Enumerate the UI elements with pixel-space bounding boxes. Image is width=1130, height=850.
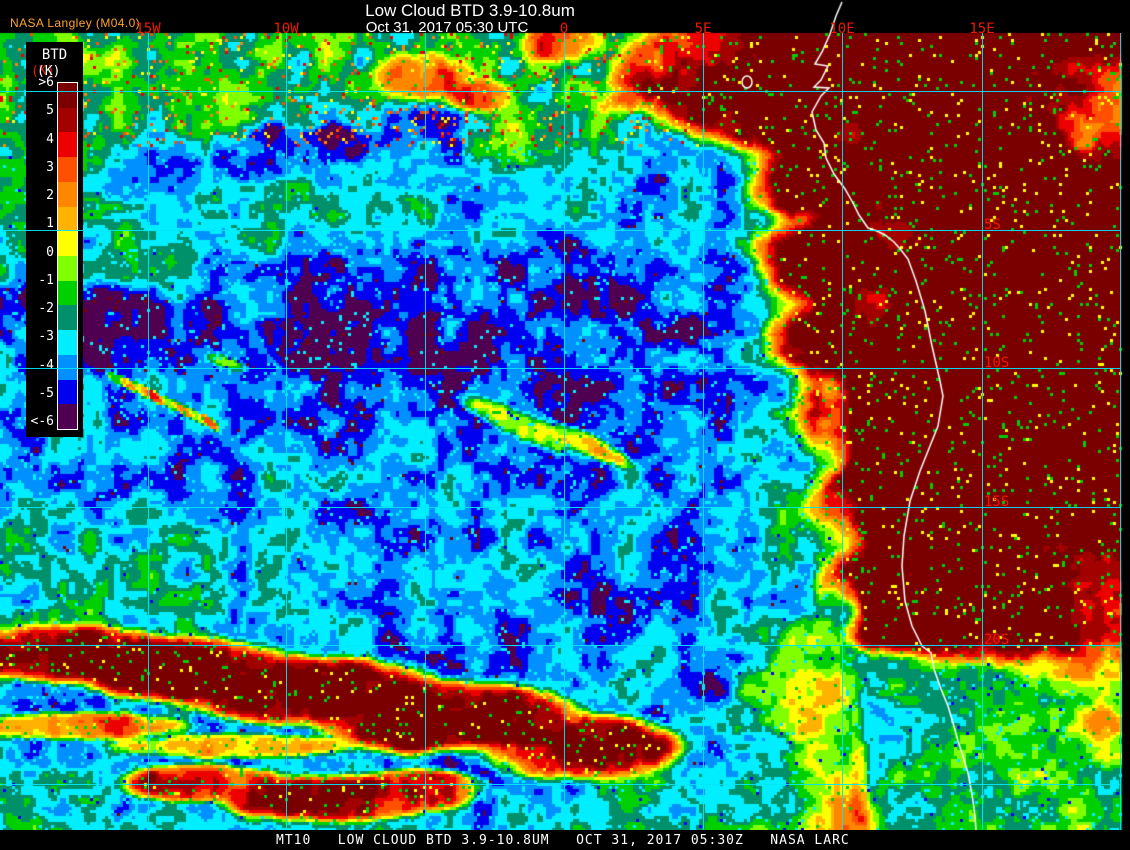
header-band: NASA Langley (M04.0) Low Cloud BTD 3.9-1…	[0, 0, 1130, 36]
colorbar-legend: BTD (K) (K) >6 5 4 3 2 1 0 -1 -2 -3 -4 -5 <-6	[26, 42, 83, 437]
legend-units: (K)	[37, 64, 61, 79]
latitude-label: 5S	[984, 217, 1001, 233]
legend-tick: -1	[38, 272, 54, 288]
longitude-label: 15E	[969, 21, 995, 37]
latitude-label: 10S	[984, 355, 1010, 371]
latitude-gridline	[0, 91, 1121, 92]
legend-swatch	[58, 305, 77, 331]
legend-tick: -2	[38, 301, 54, 316]
longitude-gridline	[703, 33, 704, 830]
latitude-gridline	[0, 507, 1121, 508]
page-title: Low Cloud BTD 3.9-10.8um	[365, 1, 575, 20]
longitude-gridline	[148, 33, 149, 830]
legend-swatch	[58, 231, 77, 257]
legend-swatch	[58, 107, 77, 133]
legend-swatch	[58, 157, 77, 182]
legend-title: BTD	[41, 47, 68, 63]
legend-swatch	[58, 256, 77, 281]
legend-tick: 3	[46, 159, 54, 175]
footer-text: MT10 LOW CLOUD BTD 3.9-10.8UM OCT 31, 20…	[276, 832, 850, 848]
legend-tick: -3	[38, 329, 54, 345]
legend-color-swatches	[57, 82, 78, 430]
legend-tick: <-6	[30, 414, 54, 429]
latitude-gridline	[0, 645, 1121, 646]
legend-tick: -4	[38, 357, 54, 373]
legend-tick: -5	[38, 385, 54, 401]
legend-swatch	[58, 206, 77, 232]
longitude-label: 10W	[273, 21, 299, 37]
legend-tick: 1	[46, 216, 54, 232]
longitude-label: 15W	[135, 21, 161, 37]
footer-band: MT10 LOW CLOUD BTD 3.9-10.8UM OCT 31, 20…	[0, 830, 1130, 850]
legend-tick: 4	[46, 131, 54, 147]
legend-tick: 5	[46, 103, 54, 119]
legend-swatch	[58, 181, 77, 207]
legend-swatch	[58, 132, 77, 158]
legend-tick: 2	[46, 188, 54, 203]
latitude-label: 15S	[984, 494, 1010, 510]
legend-swatch	[58, 330, 77, 355]
legend-tick-labels: >6 5 4 3 2 1 0 -1 -2 -3 -4 -5 <-6	[26, 76, 54, 428]
legend-swatch	[58, 354, 77, 380]
longitude-gridline	[982, 33, 983, 830]
longitude-gridline	[564, 33, 565, 830]
longitude-gridline	[842, 33, 843, 830]
legend-swatch	[58, 379, 77, 405]
latitude-gridline	[0, 784, 1121, 785]
longitude-gridline	[1120, 33, 1121, 830]
longitude-gridline	[286, 33, 287, 830]
legend-units-shadow: (K)	[31, 64, 55, 79]
legend-tick: 0	[46, 244, 54, 260]
longitude-label: 5E	[694, 21, 712, 37]
latitude-gridline	[0, 230, 1121, 231]
legend-tick: >6	[38, 75, 54, 90]
legend-swatch	[58, 83, 77, 108]
latitude-gridline	[0, 368, 1121, 369]
credit-text: NASA Langley (M04.0)	[10, 16, 141, 30]
legend-swatch	[58, 280, 77, 306]
latitude-label: 20S	[984, 632, 1010, 648]
longitude-gridline	[425, 33, 426, 830]
timestamp: Oct 31, 2017 05:30 UTC	[365, 19, 529, 36]
legend-swatch	[58, 404, 77, 430]
longitude-label: 10E	[829, 21, 855, 37]
longitude-label: 0	[559, 21, 569, 37]
